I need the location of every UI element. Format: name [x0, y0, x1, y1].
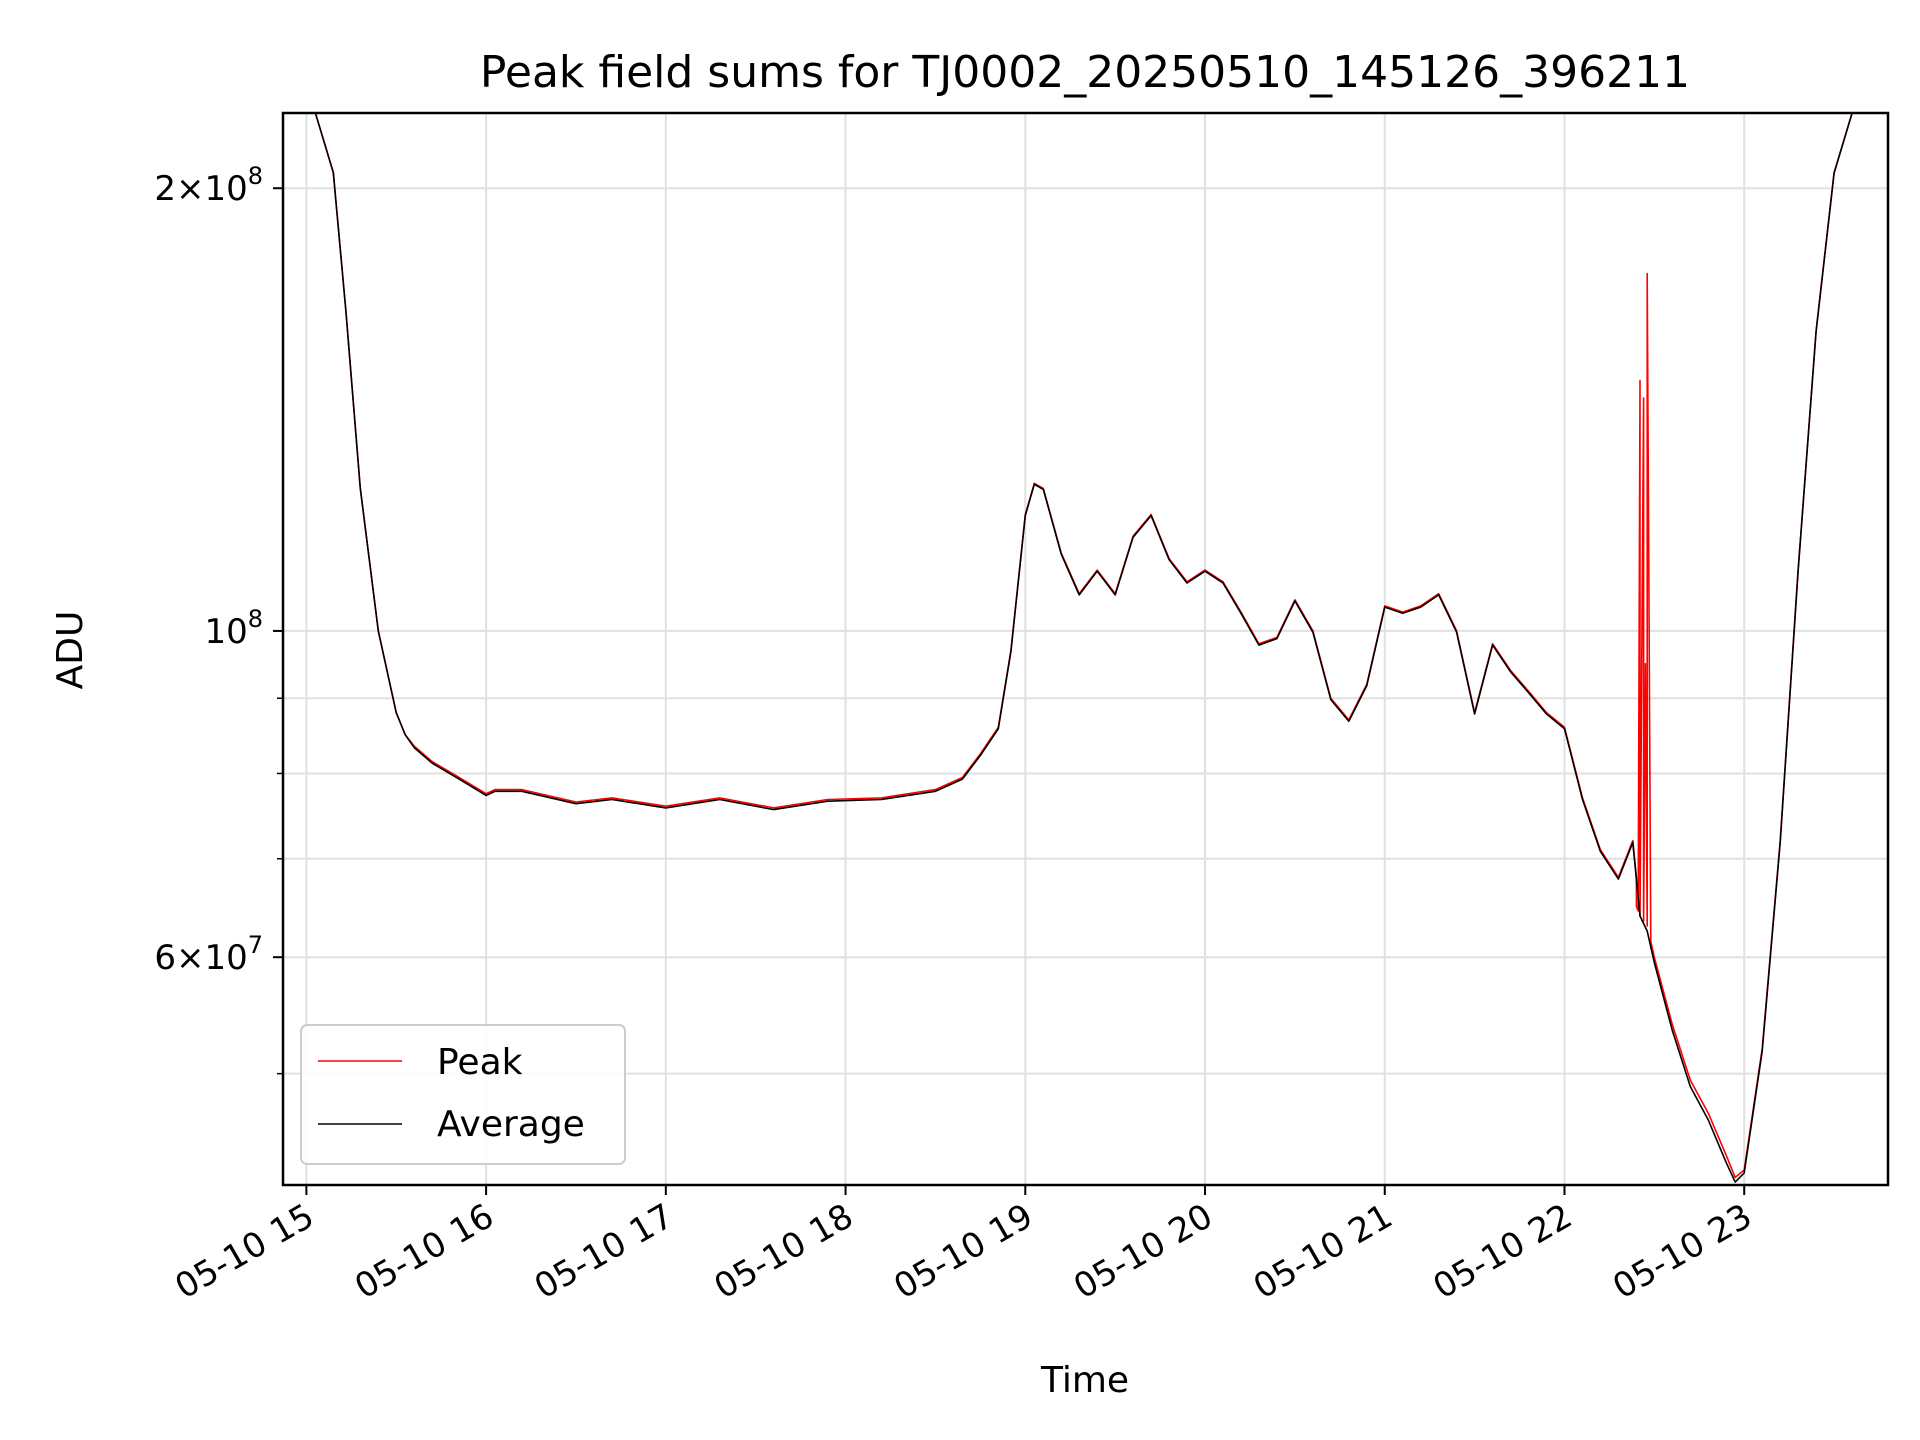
- series-line-peak: [283, 113, 1888, 1179]
- x-tick-label: 05-10 20: [1067, 1196, 1219, 1307]
- y-axis: 6×107 108 2×108: [154, 162, 283, 1075]
- legend-label-average: Average: [437, 1104, 585, 1145]
- x-axis: 05-10 15 05-10 16 05-10 17 05-10 18 05-10 19…: [168, 1185, 1759, 1307]
- x-tick-label: 05-10 15: [168, 1196, 320, 1307]
- x-tick-label: 05-10 23: [1606, 1196, 1758, 1307]
- y-tick-label: 6×107: [154, 931, 263, 978]
- legend: Peak Average: [300, 1024, 626, 1165]
- x-tick-label: 05-10 16: [348, 1196, 500, 1307]
- plot-frame: [281, 111, 1890, 1187]
- grid-layer: [283, 113, 1888, 1185]
- chart-title: Peak field sums for TJ0002_20250510_1451…: [480, 47, 1690, 98]
- x-tick-label: 05-10 17: [528, 1196, 680, 1307]
- x-tick-label: 05-10 19: [887, 1196, 1039, 1307]
- series-layer: [283, 113, 1888, 1183]
- series-line-average: [283, 113, 1888, 1183]
- y-axis-label: ADU: [50, 611, 91, 690]
- legend-label-peak: Peak: [437, 1042, 523, 1083]
- y-tick-label: 108: [204, 605, 263, 652]
- legend-box: [300, 1024, 626, 1165]
- y-tick-label: 2×108: [154, 162, 263, 209]
- x-tick-label: 05-10 22: [1427, 1196, 1579, 1307]
- x-tick-label: 05-10 21: [1247, 1196, 1399, 1307]
- x-axis-label: Time: [1040, 1360, 1129, 1401]
- x-tick-label: 05-10 18: [708, 1196, 860, 1307]
